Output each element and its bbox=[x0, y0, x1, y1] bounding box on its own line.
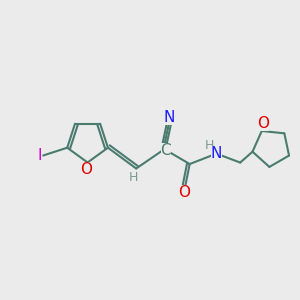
Text: C: C bbox=[160, 143, 171, 158]
Text: O: O bbox=[178, 185, 190, 200]
Text: H: H bbox=[128, 171, 138, 184]
Text: O: O bbox=[257, 116, 269, 131]
Text: I: I bbox=[38, 148, 43, 163]
Text: N: N bbox=[211, 146, 222, 161]
Text: H: H bbox=[205, 139, 214, 152]
Text: O: O bbox=[80, 161, 92, 176]
Text: N: N bbox=[163, 110, 175, 124]
